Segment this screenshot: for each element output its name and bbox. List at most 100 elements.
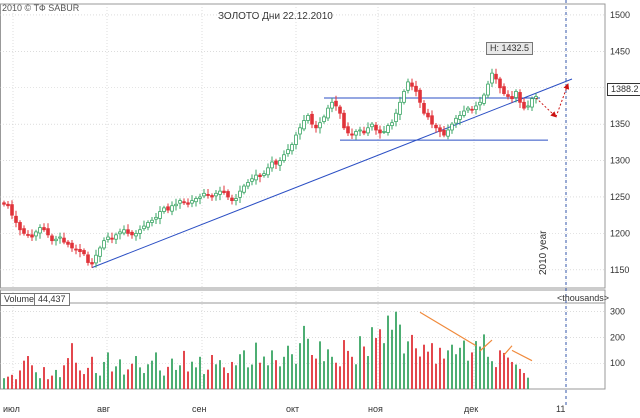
candle-body: [410, 82, 414, 87]
price-tick-label: 1500: [610, 10, 630, 20]
candle-body: [166, 206, 170, 211]
candle-body: [114, 234, 118, 240]
candle-body: [118, 231, 122, 235]
candle-body: [242, 185, 246, 193]
candle-body: [150, 219, 154, 223]
volume-bar: [95, 373, 97, 389]
volume-bar: [7, 376, 9, 389]
candle-body: [18, 222, 22, 231]
candle-body: [154, 216, 158, 220]
volume-bar: [499, 350, 501, 389]
volume-bar: [243, 350, 245, 389]
candle-body: [326, 107, 330, 119]
volume-bar: [131, 363, 133, 389]
volume-bar: [219, 360, 221, 389]
candle-body: [270, 161, 274, 169]
candle-body: [422, 103, 426, 114]
volume-bar: [319, 341, 321, 389]
volume-bar: [51, 375, 53, 389]
candle-body: [214, 192, 218, 197]
candle-body: [142, 225, 146, 230]
candle-body: [302, 120, 306, 130]
candle-body: [470, 108, 474, 111]
volume-bar: [147, 364, 149, 389]
year-label: 2010 year: [538, 230, 549, 275]
volume-bar: [411, 334, 413, 389]
candle-body: [278, 160, 282, 166]
volume-bar: [63, 365, 65, 389]
volume-bar: [379, 329, 381, 389]
candle-body: [174, 203, 178, 207]
candle-body: [374, 124, 378, 131]
time-tick-label: сен: [192, 404, 207, 414]
candle-body: [222, 190, 226, 194]
volume-bar: [507, 357, 509, 389]
candle-body: [314, 124, 318, 129]
volume-bar: [483, 334, 485, 389]
volume-bar: [43, 367, 45, 389]
volume-bar: [291, 354, 293, 389]
candle-body: [386, 125, 390, 133]
candle-body: [70, 242, 74, 249]
time-tick-label: окт: [286, 404, 299, 414]
volume-bar: [227, 373, 229, 389]
volume-bar: [363, 346, 365, 389]
volume-bar: [15, 379, 17, 389]
price-tick-label: 1300: [610, 156, 630, 166]
candle-body: [10, 204, 14, 216]
candle-body: [82, 250, 86, 255]
candle-body: [94, 254, 98, 264]
volume-bar: [431, 343, 433, 389]
volume-bar: [463, 340, 465, 389]
volume-bar: [367, 356, 369, 389]
volume-bar: [67, 358, 69, 389]
volume-bar: [495, 367, 497, 389]
candle-body: [290, 144, 294, 152]
candle-body: [370, 123, 374, 128]
volume-bar: [519, 368, 521, 389]
candle-body: [390, 122, 394, 127]
candle-body: [342, 112, 346, 129]
candle-body: [122, 229, 126, 234]
candle-body: [66, 241, 70, 245]
candle-body: [378, 129, 382, 134]
candle-body: [454, 117, 458, 124]
candle-body: [458, 115, 462, 120]
candle-body: [46, 228, 50, 236]
candle-body: [34, 231, 38, 237]
volume-bar: [387, 315, 389, 389]
volume-bar: [203, 374, 205, 389]
candle-body: [282, 154, 286, 161]
volume-bar: [355, 364, 357, 389]
volume-bar: [399, 324, 401, 389]
high-price-label: H: 1432.5: [486, 42, 534, 55]
volume-bar: [435, 363, 437, 389]
candle-body: [450, 123, 454, 131]
candle-body: [38, 227, 42, 234]
volume-bar: [327, 349, 329, 389]
candle-body: [6, 203, 10, 207]
volume-bar: [343, 340, 345, 389]
volume-bar: [55, 369, 57, 389]
candle-body: [194, 198, 198, 203]
candle-body: [218, 190, 222, 195]
volume-bar: [451, 344, 453, 389]
candle-body: [26, 234, 30, 236]
volume-tick-label: 100: [610, 358, 625, 368]
candle-body: [126, 229, 130, 234]
volume-bar: [175, 369, 177, 389]
volume-bar: [59, 377, 61, 389]
volume-bar: [247, 367, 249, 389]
volume-bar: [123, 374, 125, 389]
volume-bar: [331, 356, 333, 389]
volume-bar: [267, 365, 269, 389]
candle-body: [498, 78, 502, 89]
candle-body: [426, 112, 430, 118]
volume-bar: [351, 356, 353, 389]
candle-body: [398, 101, 402, 115]
volume-bar: [47, 379, 49, 389]
volume-divergence-line-3: [503, 345, 513, 356]
candle-body: [106, 236, 110, 240]
volume-bar: [403, 353, 405, 389]
candle-body: [250, 178, 254, 182]
